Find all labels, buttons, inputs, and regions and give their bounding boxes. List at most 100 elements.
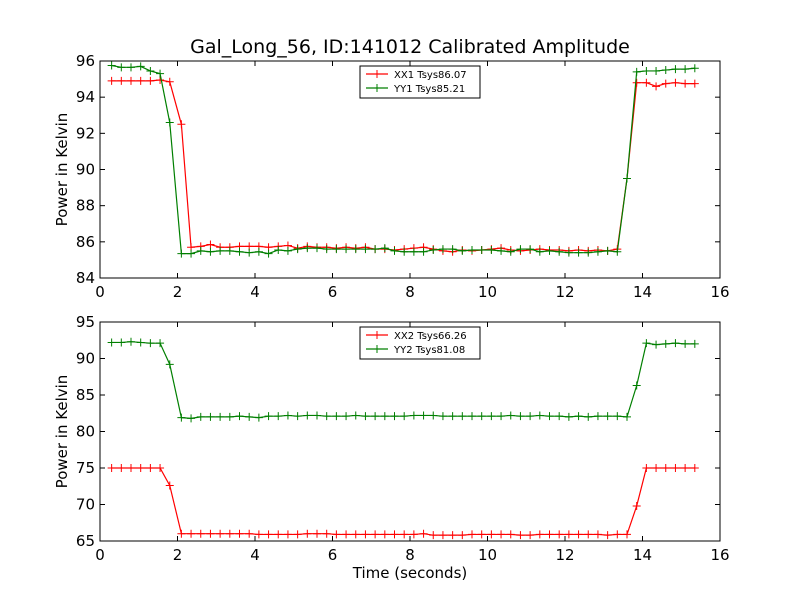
data-point-1-1-11 xyxy=(216,412,225,421)
data-point-0-1-22 xyxy=(322,245,331,254)
data-point-1-0-10 xyxy=(206,529,215,538)
data-point-1-0-3 xyxy=(136,464,145,472)
x-tick-label-0-1: 2 xyxy=(173,283,183,301)
data-point-1-1-22 xyxy=(322,412,331,421)
data-point-1-1-56 xyxy=(652,340,661,349)
data-point-1-0-7 xyxy=(177,529,186,538)
data-point-1-1-8 xyxy=(187,414,196,423)
data-point-1-1-58 xyxy=(671,339,680,348)
data-point-1-1-48 xyxy=(574,412,583,421)
data-point-0-1-23 xyxy=(332,245,341,254)
data-point-1-1-35 xyxy=(448,412,457,421)
data-point-0-1-19 xyxy=(293,245,302,254)
data-point-1-0-25 xyxy=(351,530,360,539)
data-point-1-1-51 xyxy=(603,412,612,421)
x-tick-label-0-6: 12 xyxy=(555,283,574,301)
data-point-0-1-39 xyxy=(487,245,496,254)
data-point-0-1-54 xyxy=(632,67,641,76)
data-point-1-1-12 xyxy=(225,412,234,421)
data-point-0-1-59 xyxy=(681,65,690,74)
data-point-1-0-41 xyxy=(506,530,515,539)
y-tick-label-0-5: 94 xyxy=(76,88,95,106)
data-point-0-1-2 xyxy=(127,63,135,72)
x-tick-label-1-2: 4 xyxy=(250,546,260,564)
data-point-1-1-26 xyxy=(361,412,370,421)
data-point-0-1-4 xyxy=(146,66,155,75)
data-point-1-0-30 xyxy=(400,530,409,539)
data-point-0-0-60 xyxy=(690,79,699,88)
data-point-1-0-32 xyxy=(419,529,428,538)
data-point-1-0-38 xyxy=(477,530,486,539)
data-point-1-1-24 xyxy=(342,412,351,421)
data-point-1-0-56 xyxy=(652,464,661,472)
data-point-0-1-56 xyxy=(652,66,661,75)
y-tick-label-1-4: 85 xyxy=(76,386,95,404)
data-point-1-0-2 xyxy=(127,464,135,472)
data-point-0-1-33 xyxy=(429,245,438,254)
data-point-1-1-10 xyxy=(206,412,215,421)
data-point-0-1-1 xyxy=(117,63,126,72)
data-point-1-1-7 xyxy=(177,413,186,422)
data-point-1-1-37 xyxy=(468,412,476,421)
data-point-1-1-14 xyxy=(245,412,254,421)
x-tick-label-0-0: 0 xyxy=(95,283,105,301)
data-point-0-1-48 xyxy=(574,248,583,257)
data-point-1-0-54 xyxy=(632,501,641,510)
data-point-1-0-36 xyxy=(458,531,467,540)
data-point-1-1-55 xyxy=(642,339,651,348)
data-point-1-0-40 xyxy=(497,530,506,539)
data-point-1-1-53 xyxy=(623,412,631,421)
data-point-1-1-3 xyxy=(136,338,145,347)
data-point-1-0-8 xyxy=(187,529,196,538)
y-tick-label-1-5: 90 xyxy=(76,350,95,368)
data-point-1-0-19 xyxy=(293,530,302,539)
x-tick-label-0-8: 16 xyxy=(710,283,729,301)
legend-marker-0-0 xyxy=(373,70,381,78)
data-point-0-1-10 xyxy=(206,247,215,256)
y-axis-label-0: Power in Kelvin xyxy=(53,113,71,227)
data-point-1-1-25 xyxy=(351,411,360,420)
data-point-1-1-39 xyxy=(487,412,496,421)
top-panel: 0 2 4 6 8 10 12 14 16 84 86 88 90 92 94 96 Power in Kelv… xyxy=(53,52,730,301)
data-point-1-0-15 xyxy=(254,530,263,539)
data-point-1-1-44 xyxy=(535,411,544,420)
data-point-0-0-55 xyxy=(642,78,651,87)
data-point-0-1-34 xyxy=(438,245,447,254)
x-tick-label-1-3: 6 xyxy=(328,546,338,564)
data-point-1-1-19 xyxy=(293,412,302,421)
data-point-0-1-60 xyxy=(690,64,699,73)
legend-marker-1-1 xyxy=(373,345,381,353)
data-point-1-0-34 xyxy=(438,531,447,540)
data-point-1-1-17 xyxy=(274,412,283,421)
x-tick-label-1-1: 2 xyxy=(173,546,183,564)
y-tick-label-0-1: 86 xyxy=(76,233,95,251)
data-point-0-1-36 xyxy=(458,246,467,255)
data-point-0-1-35 xyxy=(448,245,457,254)
data-point-0-1-55 xyxy=(642,66,651,75)
data-point-0-1-3 xyxy=(136,62,145,71)
data-point-0-0-6 xyxy=(165,77,174,86)
y-tick-label-0-6: 96 xyxy=(76,52,95,70)
data-point-0-1-43 xyxy=(526,245,535,254)
data-point-1-0-37 xyxy=(468,530,476,539)
data-point-0-0-57 xyxy=(661,79,670,88)
data-point-1-0-58 xyxy=(671,464,680,472)
data-point-1-1-13 xyxy=(235,412,244,421)
data-point-1-1-28 xyxy=(380,412,389,421)
data-point-1-0-51 xyxy=(603,531,612,540)
data-point-1-0-50 xyxy=(593,530,602,539)
data-point-1-0-5 xyxy=(156,464,165,472)
data-point-1-1-27 xyxy=(371,412,380,421)
data-point-1-0-42 xyxy=(516,531,525,540)
data-point-1-1-59 xyxy=(681,339,690,348)
data-point-0-1-52 xyxy=(613,247,622,256)
chart-title: Gal_Long_56, ID:141012 Calibrated Amplit… xyxy=(190,36,630,58)
x-tick-label-1-6: 12 xyxy=(555,546,574,564)
data-point-1-1-1 xyxy=(117,338,126,347)
data-point-1-1-57 xyxy=(661,339,670,348)
data-point-1-0-60 xyxy=(690,464,699,472)
data-point-0-0-0 xyxy=(107,76,116,85)
data-point-1-1-20 xyxy=(303,411,312,420)
